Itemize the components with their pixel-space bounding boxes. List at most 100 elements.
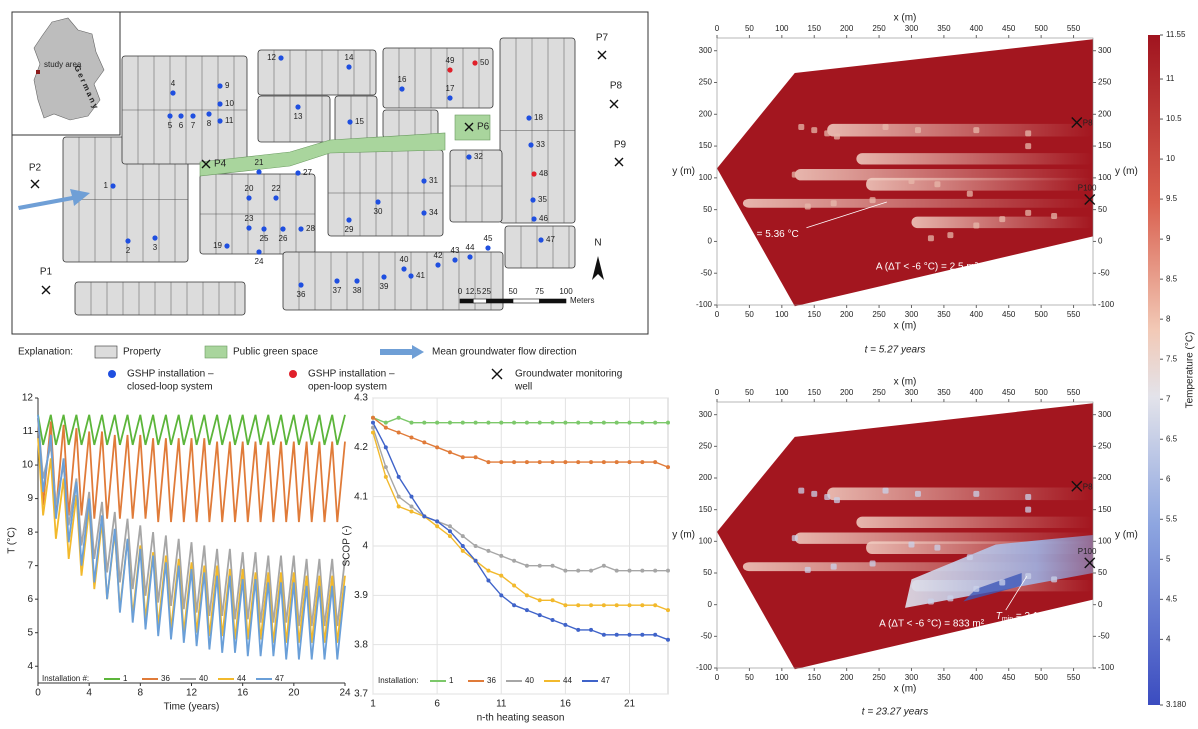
series-marker	[653, 460, 658, 465]
installation-label: 42	[434, 251, 443, 260]
series-marker	[601, 460, 606, 465]
y-tick-label: -50	[700, 631, 712, 640]
installation-dot	[381, 274, 387, 280]
x-tick-label: 250	[872, 673, 886, 682]
series-marker	[614, 632, 619, 637]
series-marker	[371, 420, 375, 425]
installation-dot	[280, 226, 286, 232]
installation-square	[947, 232, 954, 239]
tmin-annotation: Tmin = 5.36 °C	[736, 228, 798, 240]
x-tick-label: 350	[937, 388, 951, 397]
series-marker	[563, 568, 568, 573]
installation-label: 39	[380, 282, 389, 291]
x-tick-label: 100	[775, 24, 789, 33]
installation-dot	[538, 237, 544, 243]
legend-label: 40	[525, 676, 534, 685]
installation-label: 19	[213, 241, 222, 250]
y-tick-label: -50	[1098, 268, 1110, 277]
installation-dot	[526, 115, 532, 121]
y-tick-label: 4	[362, 541, 368, 552]
installation-label: 17	[446, 84, 455, 93]
installation-square	[798, 487, 805, 494]
plume	[856, 516, 1093, 529]
installation-dot	[256, 249, 262, 255]
installation-label: 24	[255, 257, 264, 266]
installation-dot	[401, 266, 407, 272]
installation-dot	[256, 169, 262, 175]
x-tick-label: 400	[970, 673, 984, 682]
series-marker	[486, 568, 491, 573]
y-tick-label: -100	[1098, 300, 1115, 309]
legend-text: closed-loop system	[127, 382, 213, 393]
y-tick-label: 3.9	[354, 590, 368, 601]
series-marker	[499, 573, 504, 578]
axis-line	[37, 398, 345, 684]
y-tick-label: 5	[27, 627, 33, 638]
installation-dot	[246, 225, 252, 231]
area-annotation: A (ΔT < -6 °C) = 2.5 m²	[876, 261, 979, 272]
installation-square	[833, 497, 840, 504]
installation-label: 8	[207, 119, 212, 128]
installation-label: 6	[179, 121, 184, 130]
x-tick-label: 400	[970, 310, 984, 319]
x-tick-label: 550	[1067, 310, 1081, 319]
series-marker	[512, 558, 517, 563]
series-marker	[537, 563, 542, 568]
series-marker	[460, 534, 465, 539]
legend-label: 47	[275, 674, 284, 683]
y-tick-label: 150	[1098, 141, 1112, 150]
installation-square	[934, 181, 941, 188]
x-axis-title: x (m)	[894, 684, 917, 695]
colorbar-tick-label: 9.5	[1166, 194, 1178, 203]
y-tick-label: 50	[1098, 205, 1107, 214]
x-tick-label: 500	[1034, 388, 1048, 397]
x-tick-label: 21	[624, 699, 636, 710]
series-line	[372, 416, 668, 424]
installation-label: 13	[294, 112, 303, 121]
installation-square	[824, 130, 831, 137]
series-marker	[537, 613, 542, 618]
series-marker	[563, 603, 568, 608]
series-marker	[576, 627, 581, 632]
x-axis-title: x (m)	[894, 13, 917, 24]
x-tick-label: 0	[35, 688, 41, 699]
installation-dot	[110, 183, 116, 189]
plume	[866, 177, 1093, 191]
series-marker	[435, 445, 440, 450]
tmin-symbol: T	[736, 228, 743, 239]
monitoring-well	[41, 285, 51, 295]
x-tick-label: 500	[1034, 310, 1048, 319]
installation-square	[914, 127, 921, 134]
series-marker	[614, 568, 619, 573]
legend-well	[491, 368, 503, 380]
series-marker	[435, 519, 440, 524]
installation-square	[824, 494, 831, 500]
x-tick-label: 0	[715, 388, 720, 397]
area-annotation: A (ΔT < -6 °C) = 833 m²	[879, 618, 985, 629]
installation-dot	[467, 254, 473, 260]
y-tick-label: 4	[27, 661, 33, 672]
x-axis-title: n-th heating season	[477, 713, 565, 724]
series-marker	[627, 460, 632, 465]
study-area-marker	[36, 70, 40, 74]
series-marker	[486, 420, 491, 425]
legend-label: 44	[237, 674, 246, 683]
series-marker	[627, 603, 632, 608]
installation-dot	[421, 178, 427, 184]
installation-dot	[261, 226, 267, 232]
series-marker	[614, 420, 619, 425]
series-marker	[499, 460, 504, 465]
legend-title: Installation:	[378, 676, 418, 685]
tmin-value: = 3.18 °C	[1013, 611, 1058, 622]
series-line	[37, 418, 346, 523]
installation-label: 49	[446, 56, 455, 65]
scale-segment	[512, 298, 540, 304]
installation-square	[869, 197, 876, 204]
plume-layer	[742, 123, 1093, 242]
series-marker	[524, 460, 529, 465]
series-marker	[563, 622, 568, 627]
series-marker	[576, 420, 581, 425]
x-tick-label: 550	[1067, 673, 1081, 682]
series-marker	[499, 593, 504, 598]
monitoring-well	[609, 99, 619, 109]
